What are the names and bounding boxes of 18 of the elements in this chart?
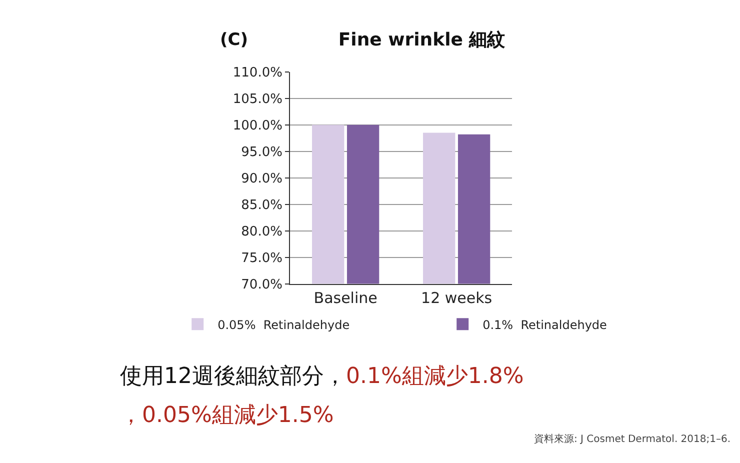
text: 0.1%組減少1.8% <box>346 364 524 389</box>
text: ，0.05%組減少1.5% <box>120 403 334 428</box>
chart-title: Fine wrinkle 細紋 <box>338 30 506 51</box>
y-tick-label: 110.0% <box>232 65 282 80</box>
source-note: 資料來源: J Cosmet Dermatol. 2018;1–6. <box>534 433 731 445</box>
y-tick-label: 75.0% <box>241 250 282 266</box>
x-tick-label: Baseline <box>314 288 378 307</box>
y-tick-label: 100.0% <box>232 118 282 134</box>
y-tick-label: 80.0% <box>241 224 282 240</box>
y-tick-label: 85.0% <box>241 198 282 213</box>
y-tick-label: 70.0% <box>241 277 282 292</box>
y-tick-label: 95.0% <box>241 144 282 160</box>
text: (C) <box>220 30 248 50</box>
legend-label: 0.05% Retinaldehyde <box>218 318 350 332</box>
legend-label: 0.1% Retinaldehyde <box>482 318 607 332</box>
y-tick-label: 90.0% <box>241 171 282 186</box>
y-tick-label: 105.0% <box>232 92 282 107</box>
x-tick-label: 12 weeks <box>421 288 492 307</box>
